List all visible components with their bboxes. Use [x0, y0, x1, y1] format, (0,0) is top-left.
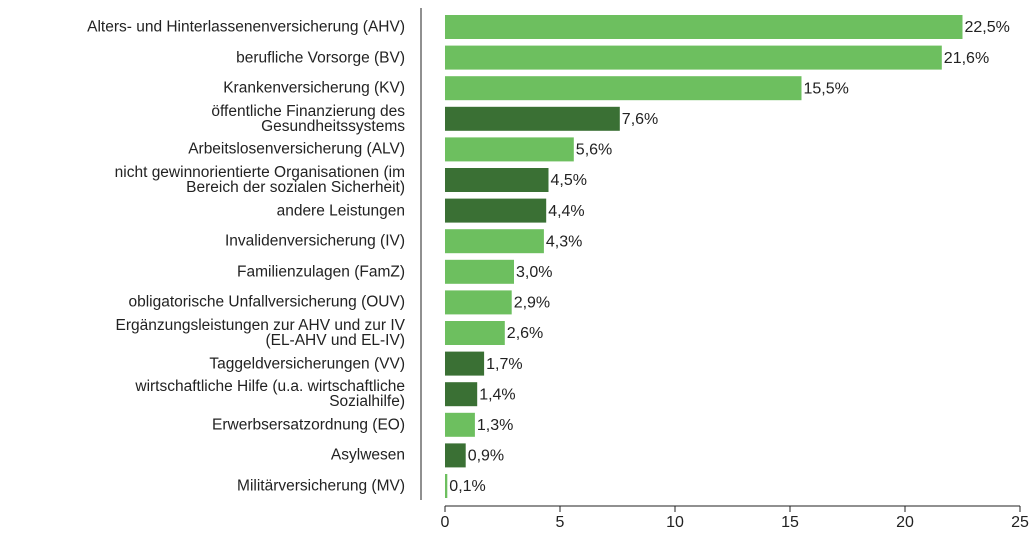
x-tick-label: 25 — [1011, 514, 1029, 531]
bar — [445, 76, 802, 101]
bar — [445, 259, 514, 284]
category-label: öffentliche Finanzierung des Gesundheits… — [211, 102, 405, 135]
category-label: Familienzulagen (FamZ) — [237, 263, 405, 281]
bar — [445, 290, 512, 315]
value-label: 1,3% — [477, 417, 513, 434]
category-label: andere Leistungen — [276, 202, 405, 220]
x-tick-label: 15 — [781, 514, 799, 531]
x-tick-label: 20 — [896, 514, 914, 531]
value-label: 4,4% — [548, 203, 584, 220]
value-label: 0,9% — [468, 448, 504, 465]
value-label: 7,6% — [622, 111, 658, 128]
bar — [445, 382, 478, 407]
x-tick-label: 5 — [556, 514, 565, 531]
value-label: 22,5% — [965, 19, 1010, 36]
bar — [445, 229, 544, 254]
category-label: Invalidenversicherung (IV) — [224, 232, 405, 250]
category-label: wirtschaftliche Hilfe (u.a. wirtschaftli… — [135, 378, 405, 411]
bar — [445, 351, 485, 376]
category-label: Erwerbsersatzordnung (EO) — [212, 416, 405, 434]
bar — [445, 443, 466, 468]
category-label: Arbeitslosenversicherung (ALV) — [188, 140, 405, 158]
value-label: 1,7% — [486, 356, 522, 373]
bar — [445, 106, 620, 131]
category-label: Ergänzungsleistungen zur AHV und zur IV … — [115, 317, 405, 349]
value-label: 4,5% — [551, 172, 587, 189]
category-label: berufliche Vorsorge (BV) — [236, 49, 405, 67]
value-label: 21,6% — [944, 50, 989, 67]
bar — [445, 168, 549, 192]
x-tick-label: 10 — [666, 514, 684, 531]
value-label: 1,4% — [479, 386, 515, 403]
category-label: obligatorische Unfallversicherung (OUV) — [128, 293, 405, 311]
bar — [445, 474, 448, 498]
value-label: 2,6% — [507, 325, 543, 342]
bar — [445, 45, 942, 70]
bar — [445, 198, 547, 223]
category-label: Alters- und Hinterlassenenversicherung (… — [87, 18, 405, 36]
value-label: 2,9% — [514, 295, 550, 312]
value-label: 0,1% — [449, 478, 485, 495]
bar — [445, 412, 475, 437]
bar — [445, 137, 574, 162]
category-label: Krankenversicherung (KV) — [223, 79, 405, 97]
bar — [445, 15, 963, 39]
value-label: 15,5% — [804, 80, 849, 97]
x-tick-label: 0 — [441, 514, 450, 531]
value-label: 5,6% — [576, 142, 612, 159]
category-label: nicht gewinnorientierte Organisationen (… — [114, 164, 405, 196]
category-label: Taggeldversicherungen (VV) — [209, 355, 405, 373]
value-label: 3,0% — [516, 264, 552, 281]
category-label: Militärversicherung (MV) — [237, 477, 405, 495]
category-label: Asylwesen — [330, 446, 405, 464]
bar — [445, 321, 505, 345]
value-label: 4,3% — [546, 233, 582, 250]
